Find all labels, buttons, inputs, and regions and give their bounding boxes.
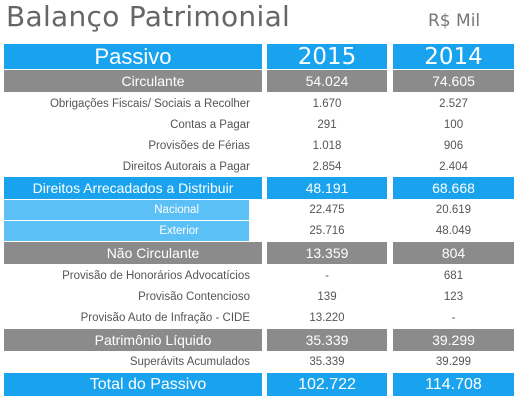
- value-2015: 48.191: [267, 177, 387, 199]
- section-row-nao-circulante: Não Circulante 13.359 804: [0, 242, 522, 264]
- row-label: Provisão Auto de Infração - CIDE: [80, 311, 250, 324]
- row-label: Não Circulante: [4, 242, 262, 264]
- row-label: Exterior: [4, 221, 249, 241]
- value-2014: 20.619: [435, 204, 472, 216]
- value-2014: 114.708: [393, 373, 514, 396]
- value-2015: 291: [317, 118, 337, 131]
- header-passivo: Passivo: [4, 44, 262, 69]
- value-2014: 906: [443, 139, 464, 152]
- sub-row-exterior: Exterior 25.716 48.049: [0, 221, 522, 241]
- value-2014: 39.299: [435, 356, 472, 368]
- value-2014: 100: [443, 118, 464, 131]
- row-label: Provisão de Honorários Advocatícios: [62, 269, 250, 282]
- value-2015: 54.024: [267, 70, 387, 92]
- table-header-row: Passivo 2015 2014: [0, 44, 522, 70]
- value-2015: 2.854: [312, 160, 342, 173]
- row-label: Total do Passivo: [4, 373, 262, 396]
- section-row-patrimonio: Patrimônio Líquido 35.339 39.299: [0, 329, 522, 351]
- row-label: Direitos Arrecadados a Distribuir: [4, 177, 262, 199]
- row-label: Circulante: [4, 70, 262, 92]
- table-row: Superávits Acumulados 35.339 39.299: [0, 352, 522, 372]
- table-row: Provisão de Honorários Advocatícios - 68…: [0, 265, 522, 286]
- value-2015: 35.339: [267, 329, 387, 351]
- table-row: Provisões de Férias 1.018 906: [0, 135, 522, 156]
- value-2015: 25.716: [309, 225, 345, 237]
- value-2015: 1.018: [312, 139, 342, 152]
- value-2014: 2.404: [439, 160, 468, 173]
- total-row: Total do Passivo 102.722 114.708: [0, 373, 522, 396]
- row-label: Contas a Pagar: [170, 118, 250, 131]
- value-2014: 39.299: [393, 329, 514, 351]
- header-2015: 2015: [267, 44, 387, 70]
- page-title: Balanço Patrimonial: [6, 0, 291, 33]
- table-row: Obrigações Fiscais/ Sociais a Recolher 1…: [0, 93, 522, 114]
- row-label: Superávits Acumulados: [129, 356, 250, 368]
- section-row-direitos: Direitos Arrecadados a Distribuir 48.191…: [0, 177, 522, 199]
- value-2015: 35.339: [309, 356, 345, 368]
- value-2015: 139: [317, 290, 337, 303]
- row-label: Provisão Contencioso: [138, 290, 250, 303]
- sub-row-nacional: Nacional 22.475 20.619: [0, 200, 522, 220]
- table-row: Provisão Contencioso 139 123: [0, 286, 522, 307]
- value-2014: 123: [443, 290, 464, 303]
- value-2015: 1.670: [312, 97, 342, 110]
- row-label: Patrimônio Líquido: [4, 329, 262, 351]
- value-2015: 102.722: [267, 373, 387, 396]
- value-2015: 13.220: [309, 311, 345, 324]
- value-2014: 68.668: [393, 177, 514, 199]
- value-2014: 804: [393, 242, 514, 264]
- table-row: Provisão Auto de Infração - CIDE 13.220 …: [0, 307, 522, 328]
- table-row: Contas a Pagar 291 100: [0, 114, 522, 135]
- row-label: Obrigações Fiscais/ Sociais a Recolher: [49, 97, 250, 110]
- row-label: Nacional: [4, 200, 249, 220]
- header-2014: 2014: [393, 44, 514, 70]
- table-row: Direitos Autorais a Pagar 2.854 2.404: [0, 156, 522, 177]
- section-row-circulante: Circulante 54.024 74.605: [0, 70, 522, 92]
- value-2014: -: [451, 311, 456, 324]
- value-2014: 74.605: [393, 70, 514, 92]
- unit-label: R$ Mil: [428, 11, 481, 31]
- value-2014: 681: [443, 269, 464, 282]
- row-label: Direitos Autorais a Pagar: [122, 160, 250, 173]
- value-2014: 48.049: [435, 225, 472, 237]
- value-2015: 13.359: [267, 242, 387, 264]
- value-2015: -: [325, 269, 329, 282]
- value-2014: 2.527: [439, 97, 468, 110]
- value-2015: 22.475: [309, 204, 345, 216]
- row-label: Provisões de Férias: [148, 139, 250, 152]
